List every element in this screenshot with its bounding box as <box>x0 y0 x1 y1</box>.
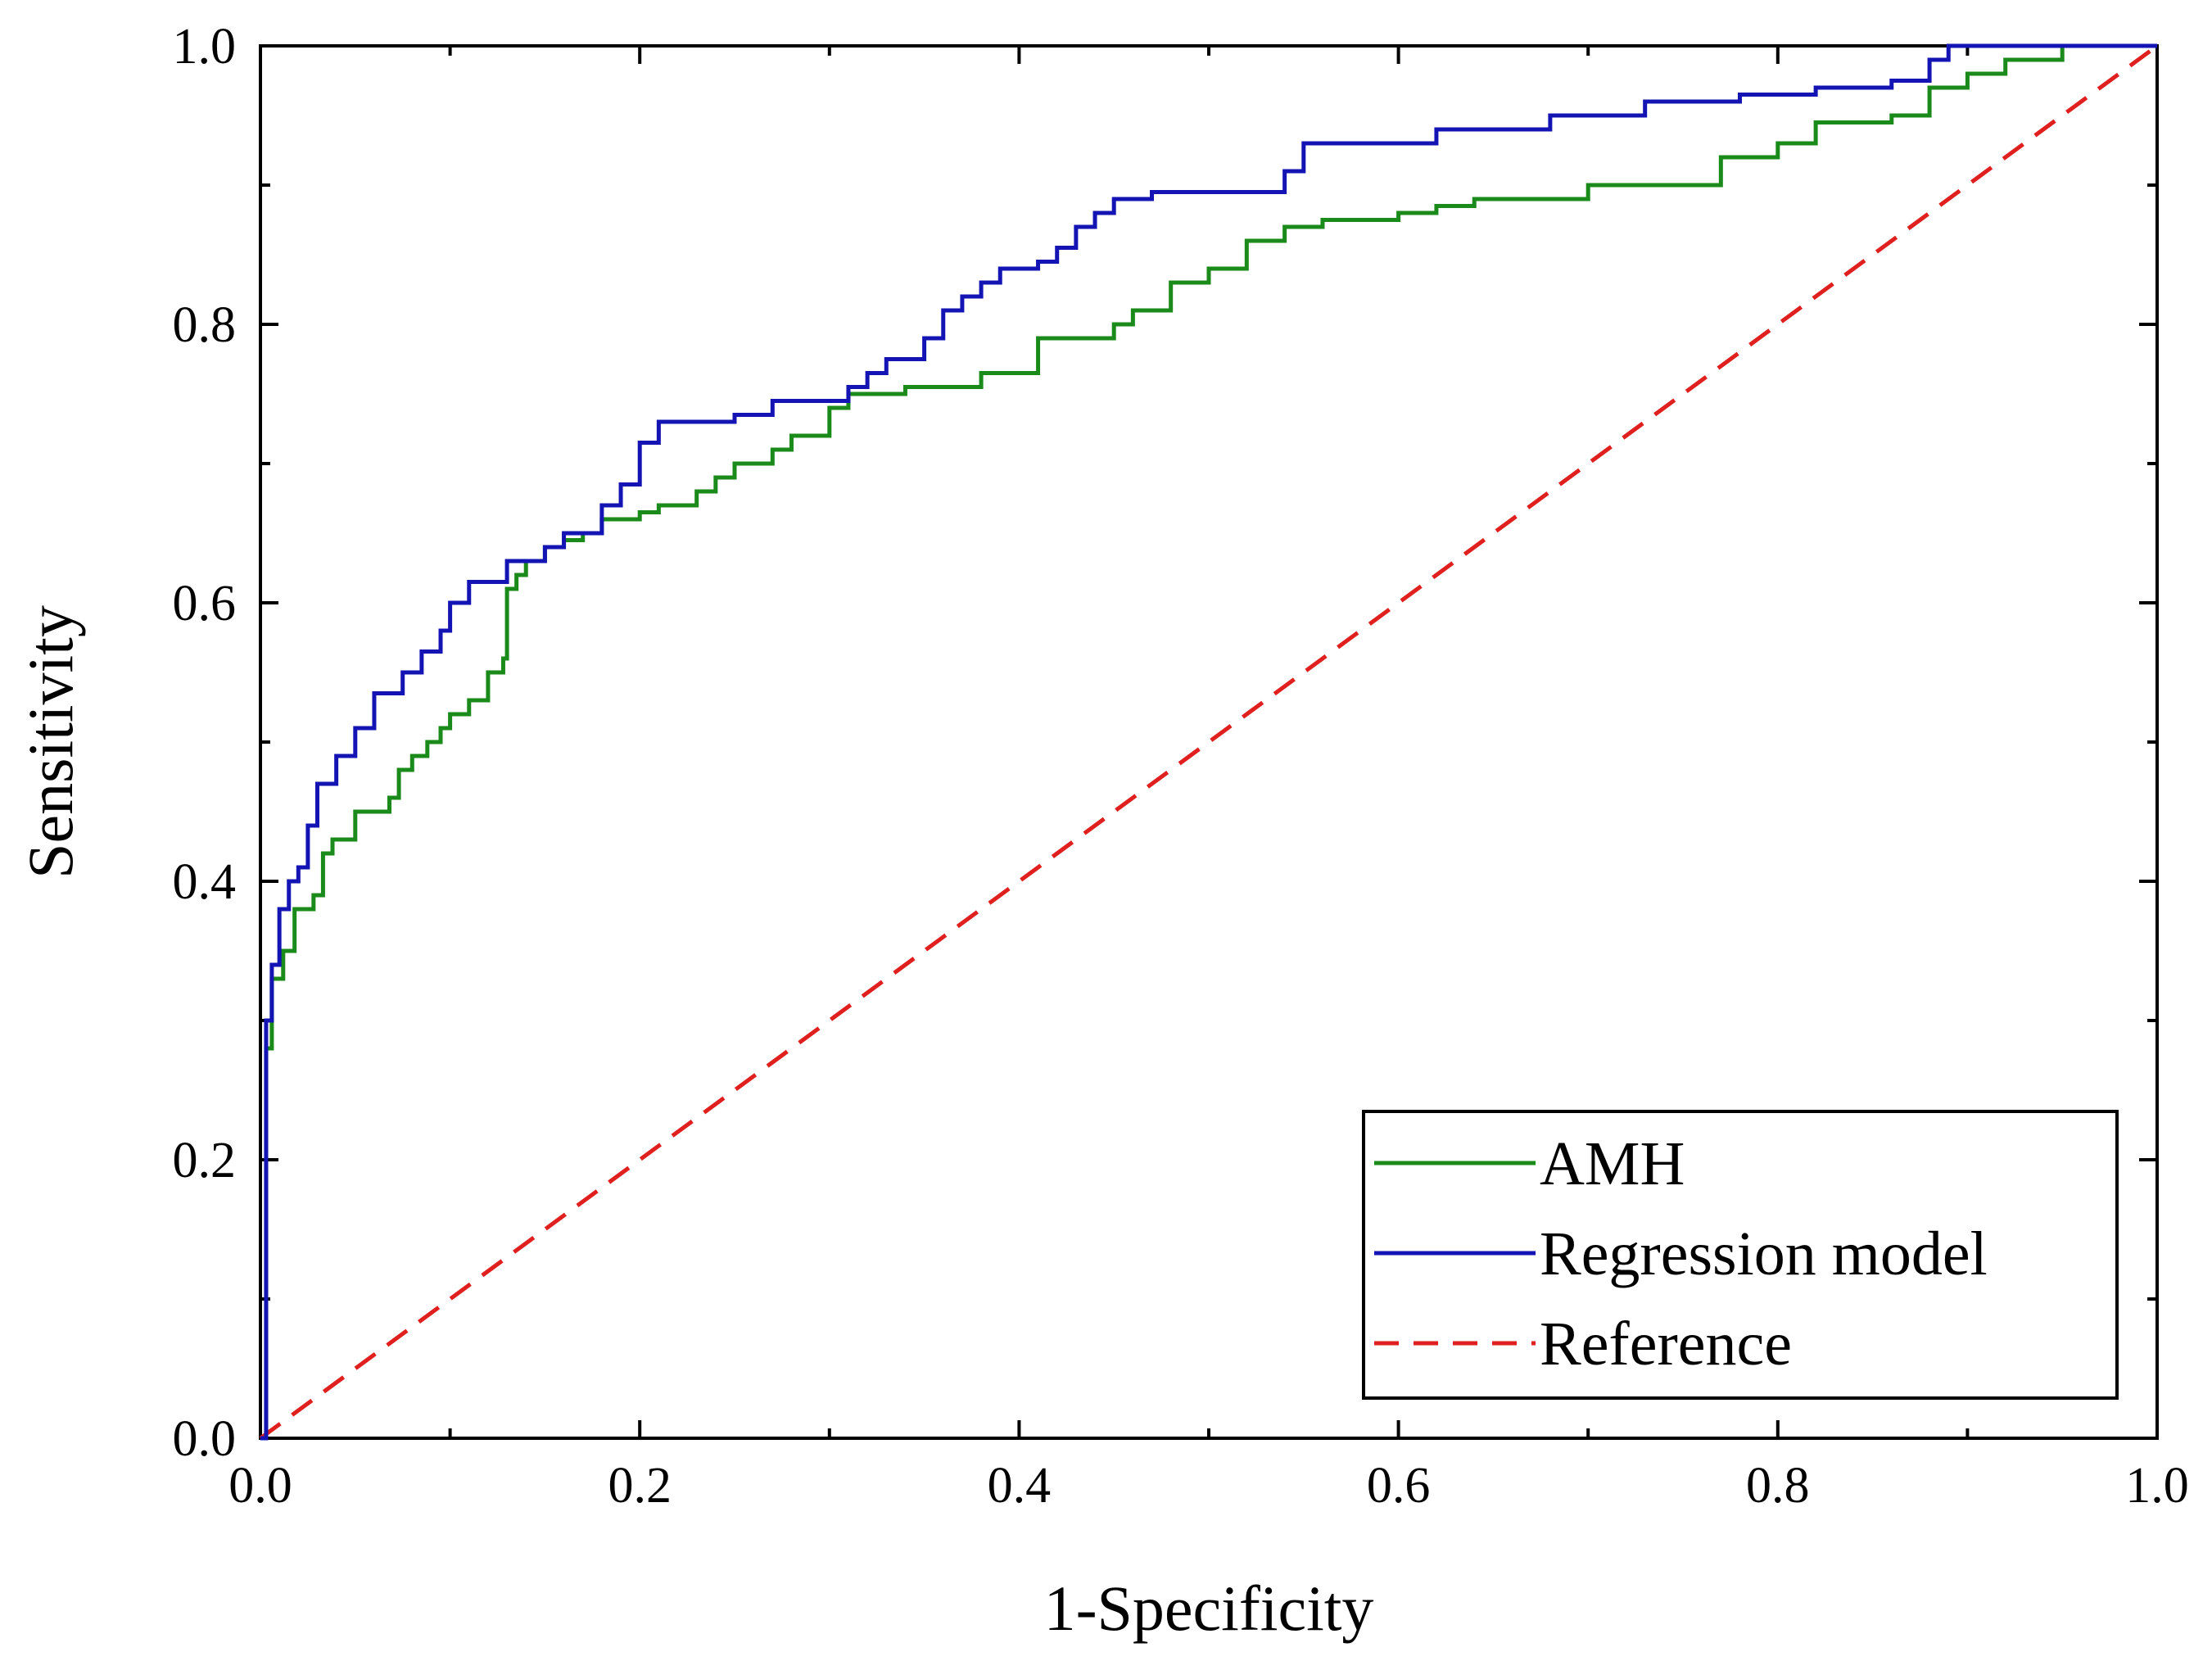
series-line-amh <box>260 43 2157 1441</box>
y-tick-label: 1.0 <box>173 19 237 75</box>
series-line-regression-model <box>260 43 2157 1441</box>
x-axis-ticks: 0.0 0.2 0.4 0.6 0.8 1.0 <box>228 46 2189 1514</box>
y-tick-label: 0.0 <box>173 1411 237 1467</box>
legend-label-regression-model: Regression model <box>1540 1220 1988 1288</box>
legend: AMH Regression model Reference <box>1362 1110 2119 1400</box>
x-tick-label: 0.0 <box>228 1458 292 1514</box>
y-tick-label: 0.2 <box>173 1133 237 1188</box>
x-tick-label: 0.4 <box>988 1458 1052 1514</box>
x-tick-label: 0.2 <box>608 1458 672 1514</box>
x-tick-label: 1.0 <box>2125 1458 2189 1514</box>
series-layer <box>259 43 2159 1441</box>
x-tick-label: 0.8 <box>1746 1458 1810 1514</box>
x-tick-label: 0.6 <box>1367 1458 1431 1514</box>
y-axis-ticks: 0.0 0.2 0.4 0.6 0.8 1.0 <box>173 19 2157 1467</box>
y-tick-label: 0.4 <box>173 854 237 910</box>
y-axis-title: Sensitivity <box>15 605 86 879</box>
y-tick-label: 0.8 <box>173 297 237 353</box>
y-tick-label: 0.6 <box>173 576 237 631</box>
x-axis-title: 1-Specificity <box>1044 1573 1374 1644</box>
legend-label-reference: Reference <box>1540 1310 1792 1378</box>
legend-label-amh: AMH <box>1540 1129 1685 1198</box>
